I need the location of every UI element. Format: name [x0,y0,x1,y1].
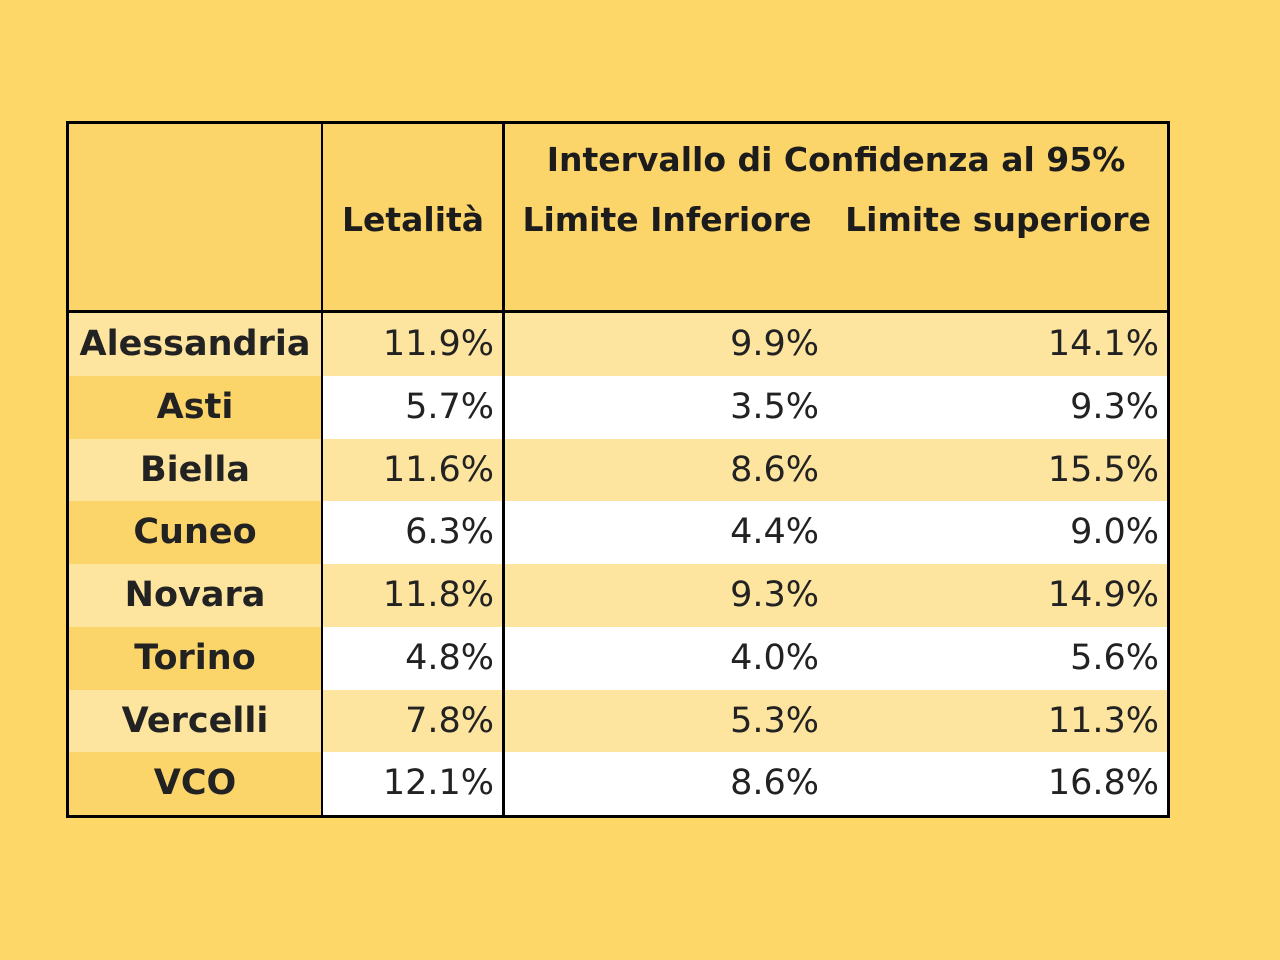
row-limite-superiore: 14.1% [829,313,1167,376]
header-confidence-interval: Intervallo di Confidenza al 95% [546,140,1126,179]
row-letalita: 4.8% [323,626,502,690]
column-divider-name [321,124,323,815]
row-letalita: 11.9% [323,313,502,376]
row-limite-superiore: 14.9% [829,564,1167,627]
row-letalita: 12.1% [323,752,502,815]
row-name: Torino [69,626,321,690]
header-limite-superiore: Limite superiore [845,200,1151,239]
row-name: VCO [69,752,321,815]
row-limite-inferiore: 9.3% [505,564,829,627]
row-limite-superiore: 9.3% [829,375,1167,439]
row-letalita: 11.8% [323,564,502,627]
row-limite-inferiore: 4.4% [505,501,829,564]
row-name: Alessandria [69,313,321,376]
table-row: Novara 11.8% 9.3% 14.9% [69,564,1167,627]
row-limite-superiore: 11.3% [829,689,1167,753]
row-name: Cuneo [69,501,321,564]
header-letalita: Letalità [341,200,485,239]
column-divider-letalita [502,124,505,815]
row-limite-inferiore: 5.3% [505,689,829,753]
row-limite-superiore: 9.0% [829,501,1167,564]
row-limite-superiore: 5.6% [829,626,1167,690]
row-letalita: 5.7% [323,375,502,439]
table-body: Alessandria 11.9% 9.9% 14.1% Asti 5.7% 3… [69,313,1167,815]
table-row: Biella 11.6% 8.6% 15.5% [69,438,1167,502]
row-name: Biella [69,438,321,502]
row-letalita: 6.3% [323,501,502,564]
table-row: Asti 5.7% 3.5% 9.3% [69,375,1167,439]
table-row: Cuneo 6.3% 4.4% 9.0% [69,501,1167,564]
row-limite-inferiore: 8.6% [505,438,829,502]
row-limite-inferiore: 4.0% [505,626,829,690]
row-limite-inferiore: 3.5% [505,375,829,439]
lethality-table: Intervallo di Confidenza al 95% Letalità… [66,121,1170,818]
row-limite-inferiore: 9.9% [505,313,829,376]
row-limite-superiore: 15.5% [829,438,1167,502]
table-row: VCO 12.1% 8.6% 16.8% [69,752,1167,815]
table-header: Intervallo di Confidenza al 95% Letalità… [69,124,1167,313]
row-letalita: 11.6% [323,438,502,502]
table-row: Torino 4.8% 4.0% 5.6% [69,626,1167,690]
row-limite-superiore: 16.8% [829,752,1167,815]
row-limite-inferiore: 8.6% [505,752,829,815]
table-row: Vercelli 7.8% 5.3% 11.3% [69,689,1167,753]
row-name: Novara [69,564,321,627]
row-name: Vercelli [69,689,321,753]
row-name: Asti [69,375,321,439]
table-row: Alessandria 11.9% 9.9% 14.1% [69,313,1167,376]
row-letalita: 7.8% [323,689,502,753]
header-limite-inferiore: Limite Inferiore [522,200,812,239]
